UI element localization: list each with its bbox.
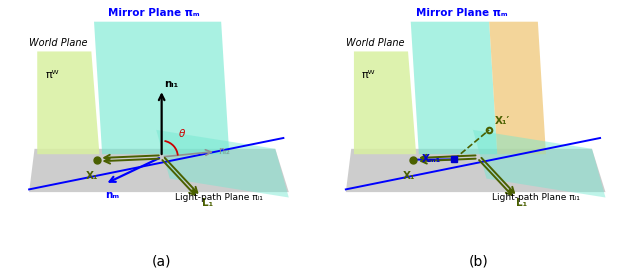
Text: nₗ₂: nₗ₂ [218, 146, 230, 156]
Text: (b): (b) [468, 254, 488, 268]
Text: πᵂ: πᵂ [45, 70, 59, 81]
Polygon shape [29, 149, 289, 192]
Polygon shape [94, 22, 229, 154]
Text: Mirror Plane πₘ: Mirror Plane πₘ [108, 8, 199, 18]
Text: Mirror Plane πₘ: Mirror Plane πₘ [416, 8, 508, 18]
Text: World Plane: World Plane [346, 38, 404, 48]
Text: Light-path Plane πₗ₁: Light-path Plane πₗ₁ [175, 193, 263, 202]
Text: Light-path Plane πₗ₁: Light-path Plane πₗ₁ [492, 193, 580, 202]
Text: πᵂ: πᵂ [362, 70, 376, 81]
Text: nₘ: nₘ [105, 190, 119, 200]
Text: Xₘ₁: Xₘ₁ [422, 154, 441, 164]
Polygon shape [37, 51, 99, 154]
Text: L₁: L₁ [516, 198, 527, 208]
Text: X₁: X₁ [403, 171, 415, 181]
Polygon shape [411, 22, 497, 154]
Polygon shape [473, 130, 605, 198]
Polygon shape [489, 22, 546, 154]
Text: nₗ₁: nₗ₁ [164, 79, 179, 89]
Text: X₁: X₁ [86, 171, 99, 181]
Text: X₁′: X₁′ [495, 116, 510, 126]
Text: (a): (a) [152, 254, 172, 268]
Text: L₁: L₁ [202, 198, 213, 208]
Text: World Plane: World Plane [29, 38, 88, 48]
Text: θ: θ [179, 129, 186, 139]
Polygon shape [156, 130, 289, 198]
Polygon shape [346, 149, 605, 192]
Polygon shape [354, 51, 416, 154]
